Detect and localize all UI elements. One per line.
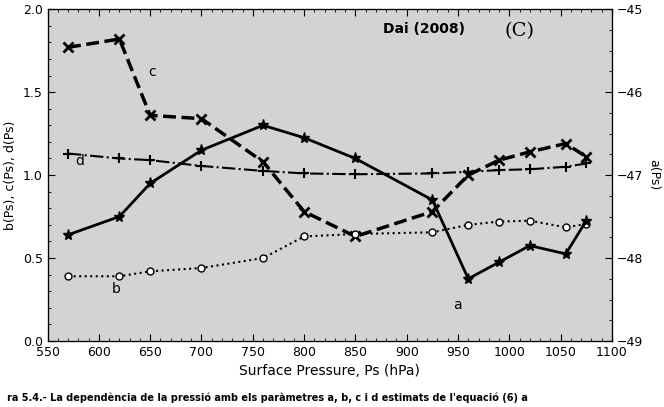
Text: b: b <box>112 282 121 296</box>
Text: Dai (2008): Dai (2008) <box>383 22 465 37</box>
Text: a: a <box>453 298 461 313</box>
Y-axis label: a(Ps): a(Ps) <box>647 160 660 191</box>
Y-axis label: b(Ps), c(Ps), d(Ps): b(Ps), c(Ps), d(Ps) <box>4 120 17 230</box>
Text: c: c <box>148 65 156 79</box>
Text: ra 5.4.- La dependència de la pressió amb els paràmetres a, b, c i d estimats de: ra 5.4.- La dependència de la pressió am… <box>7 392 527 403</box>
Text: (C): (C) <box>505 22 535 40</box>
X-axis label: Surface Pressure, Ps (hPa): Surface Pressure, Ps (hPa) <box>239 364 420 379</box>
Text: d: d <box>75 154 84 168</box>
